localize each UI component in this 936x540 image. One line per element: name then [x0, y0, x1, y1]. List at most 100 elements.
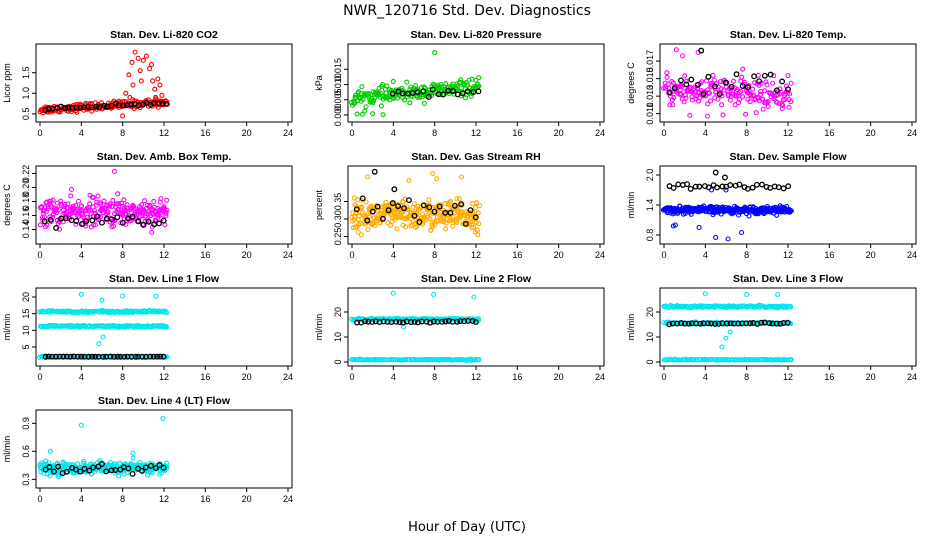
series-band-high [661, 291, 794, 350]
x-tick-label: 8 [120, 372, 125, 382]
data-point [78, 422, 84, 428]
panel-sampleflow: Stan. Dev. Sample Flow ml/min 0 4 8 12 16 20 24 0… [626, 151, 917, 260]
data-point [692, 303, 698, 309]
data-point [666, 89, 673, 96]
data-point [364, 217, 371, 224]
data-point [47, 216, 54, 223]
data-point [411, 201, 417, 207]
data-point [666, 321, 673, 328]
data-point [145, 472, 151, 478]
data-point [471, 213, 478, 219]
data-point [73, 104, 80, 111]
data-point [723, 187, 729, 193]
x-tick-label: 4 [79, 128, 84, 138]
data-point [68, 193, 74, 199]
data-point [152, 465, 159, 472]
data-point [47, 214, 53, 220]
data-point [687, 185, 694, 192]
x-tick-label: 4 [391, 128, 396, 138]
data-point [365, 318, 372, 325]
points-line4 [37, 416, 170, 480]
data-point [688, 211, 694, 217]
x-tick-label: 24 [595, 250, 605, 260]
points-co2 [37, 49, 171, 119]
x-tick-label: 12 [159, 494, 169, 504]
data-point [430, 170, 436, 177]
data-point [407, 100, 413, 106]
data-point [775, 291, 781, 298]
data-point [114, 353, 121, 360]
data-point [411, 212, 418, 219]
data-point [137, 68, 143, 74]
data-point [464, 88, 471, 95]
data-point [440, 91, 447, 98]
x-tick-label: 24 [907, 128, 917, 138]
data-point [409, 93, 416, 100]
data-point [120, 102, 127, 109]
data-point [107, 353, 114, 360]
data-point [396, 319, 403, 326]
data-point [727, 97, 733, 103]
panel-line2: Stan. Dev. Line 2 Flow ml/min 0 4 8 12 16 20 24 0… [314, 273, 605, 382]
data-point [434, 214, 440, 220]
y-tick-label: 0.015 [333, 58, 343, 81]
x-tick-label: 24 [907, 372, 917, 382]
data-point [683, 78, 689, 84]
data-point [45, 353, 52, 360]
data-point [680, 53, 686, 59]
data-point [78, 353, 85, 360]
data-point [380, 318, 387, 325]
data-point [78, 291, 84, 297]
data-point [722, 174, 728, 181]
data-point [719, 344, 725, 350]
data-point [758, 319, 765, 326]
data-point [108, 467, 115, 474]
y-tick-label: 0.017 [645, 50, 655, 73]
data-point [164, 465, 170, 471]
data-point [719, 102, 725, 108]
data-point [725, 236, 731, 242]
data-point [403, 224, 409, 230]
data-point [370, 111, 376, 117]
data-point [142, 464, 149, 471]
data-point [457, 318, 464, 325]
data-point [788, 304, 794, 310]
data-point [426, 204, 433, 211]
panel-rh: Stan. Dev. Gas Stream RH percent 0 4 8 12 16 20… [314, 151, 605, 260]
y-tick-label: 2.0 [645, 169, 655, 182]
data-point [679, 83, 685, 90]
data-point [456, 196, 462, 202]
data-point [143, 53, 149, 59]
data-point [149, 61, 155, 68]
x-tick-label: 12 [159, 128, 169, 138]
points-line2 [349, 290, 482, 364]
x-tick-label: 8 [744, 128, 749, 138]
data-point [443, 81, 449, 87]
data-point [439, 318, 445, 325]
y-axis-label: degrees C [2, 184, 12, 226]
data-point [39, 462, 45, 468]
data-point [699, 79, 705, 85]
x-tick-label: 20 [242, 250, 252, 260]
data-point [681, 99, 687, 105]
data-point [74, 353, 81, 360]
y-tick-label: 0.30 [333, 210, 343, 228]
data-point [410, 218, 416, 224]
data-point [787, 91, 793, 97]
data-point [73, 221, 79, 227]
data-point [432, 50, 438, 56]
x-tick-label: 16 [512, 372, 522, 382]
data-point [62, 105, 69, 112]
data-point [443, 220, 449, 226]
data-point [353, 210, 359, 216]
data-point [49, 353, 56, 360]
data-point [752, 80, 758, 86]
panel-temp: Stan. Dev. Li-820 Temp. degrees C 0 4 8 12 16 2… [626, 29, 917, 138]
data-point [116, 473, 122, 479]
data-point [355, 316, 361, 323]
data-point [422, 357, 428, 363]
data-point [121, 353, 128, 360]
y-axis-label: ml/min [2, 314, 12, 341]
series-reference [42, 353, 167, 360]
data-point [119, 200, 125, 206]
